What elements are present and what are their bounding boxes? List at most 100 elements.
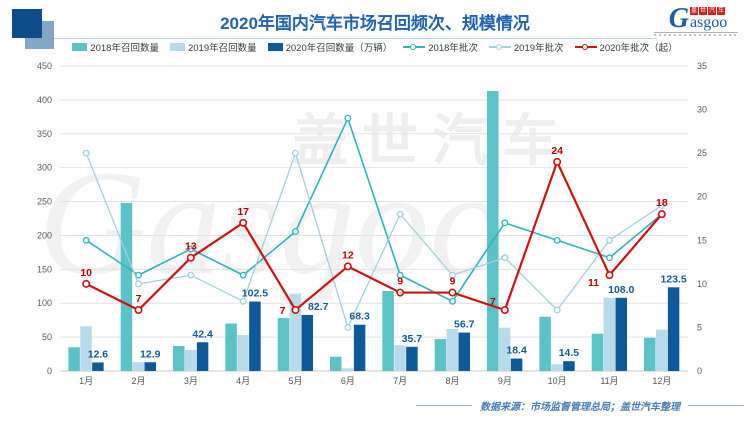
bar-2019年召回数量-12月 <box>655 329 668 371</box>
x-axis-tick-label: 4月 <box>236 376 250 386</box>
x-axis-tick-label: 10月 <box>548 376 567 386</box>
title-underline <box>53 38 657 39</box>
marker-2019年批次-5月 <box>292 149 299 157</box>
marker-2020年批次（起）-5月 <box>291 305 300 314</box>
left-axis-tick-label: 450 <box>37 61 52 71</box>
left-axis-tick-label: 300 <box>37 163 52 173</box>
bar-value-label: 102.5 <box>242 288 268 300</box>
marker-2018年批次-6月 <box>344 114 352 122</box>
bar-2018年召回数量-10月 <box>539 316 551 371</box>
right-axis-tick-label: 25 <box>697 148 707 158</box>
line-swatch-icon <box>488 43 511 52</box>
footer-rule-left <box>416 405 472 406</box>
x-axis-tick-label: 9月 <box>498 376 512 386</box>
x-axis-tick-label: 3月 <box>184 376 198 386</box>
gasgoo-logo-wordmark: asgoo <box>689 14 728 31</box>
marker-2020年批次（起）-6月 <box>343 262 352 271</box>
marker-2019年批次-4月 <box>239 297 247 305</box>
marker-2019年批次-10月 <box>553 306 561 314</box>
bar-2020年召回数量（万辆）-3月 <box>196 342 209 371</box>
bar-2019年召回数量-7月 <box>394 345 406 371</box>
line-swatch-icon <box>403 43 426 52</box>
line-value-label: 9 <box>397 276 403 288</box>
left-axis-tick-label: 250 <box>37 197 52 207</box>
marker-2020年批次（起）-8月 <box>448 288 457 297</box>
bar-value-label: 56.7 <box>454 319 475 331</box>
bar-value-label: 68.3 <box>349 311 370 323</box>
legend-label: 2019年批次 <box>513 43 564 54</box>
bar-2018年召回数量-11月 <box>591 333 604 371</box>
x-axis-tick-label: 2月 <box>131 376 145 386</box>
left-axis-tick-label: 0 <box>47 366 52 376</box>
watermark-cn: 盖世汽车 <box>292 109 572 172</box>
marker-2018年批次-11月 <box>606 254 613 262</box>
bar-2019年召回数量-9月 <box>498 327 511 371</box>
right-axis-tick-label: 20 <box>697 192 707 202</box>
x-axis-tick-label: 11月 <box>600 376 618 386</box>
legend-label: 2018年批次 <box>428 43 478 54</box>
line-value-label: 24 <box>551 145 563 157</box>
page-title: 2020年国内汽车市场召回频次、规模情况 <box>220 14 530 33</box>
left-axis-tick-label: 100 <box>37 298 52 308</box>
bar-2018年召回数量-12月 <box>644 337 656 371</box>
bar-2019年召回数量-1月 <box>80 326 92 371</box>
bar-2020年召回数量（万辆）-10月 <box>563 361 575 371</box>
marker-2018年批次-3月 <box>187 245 195 253</box>
x-axis-tick-label: 1月 <box>79 376 93 386</box>
marker-2019年批次-11月 <box>606 236 613 244</box>
bar-value-label: 123.5 <box>660 273 686 285</box>
right-axis-tick-label: 10 <box>697 279 707 289</box>
gasgoo-logo-g: G <box>668 3 689 34</box>
left-axis-tick-label: 150 <box>37 264 52 274</box>
marker-2020年批次（起）-1月 <box>82 279 91 288</box>
marker-2018年批次-5月 <box>292 228 299 236</box>
marker-2019年批次-9月 <box>501 254 509 262</box>
bar-2018年召回数量-8月 <box>434 339 447 371</box>
right-axis-tick-label: 5 <box>697 322 702 332</box>
x-axis-tick-label: 8月 <box>445 376 459 386</box>
line-value-label: 10 <box>80 267 92 279</box>
bar-2019年召回数量-8月 <box>446 328 459 371</box>
marker-2019年批次-8月 <box>449 271 456 279</box>
marker-2019年批次-1月 <box>82 149 90 157</box>
bar-2019年召回数量-11月 <box>603 297 616 371</box>
bar-2020年召回数量（万辆）-11月 <box>615 297 627 371</box>
gasgoo-logo: G 盖世汽车 asgoo <box>654 3 742 36</box>
bar-2019年召回数量-10月 <box>551 364 563 371</box>
line-value-label: 7 <box>280 305 286 317</box>
source-note: 数据来源：市场监督管理总局；盖世汽车整理 <box>416 398 744 413</box>
marker-2020年批次（起）-4月 <box>239 218 248 227</box>
legend-label: 2018年召回数量 <box>90 43 159 54</box>
gasgoo-logo-cn-char: 盖 <box>689 7 698 15</box>
bar-2018年召回数量-3月 <box>173 345 185 371</box>
marker-2019年批次-3月 <box>187 271 195 279</box>
bar-2018年召回数量-9月 <box>487 91 499 372</box>
x-axis-tick-label: 6月 <box>341 376 355 386</box>
right-axis-tick-label: 35 <box>697 61 707 71</box>
marker-2019年批次-6月 <box>344 323 352 331</box>
line-value-label: 13 <box>185 241 197 253</box>
marker-2019年批次-12月 <box>658 201 666 209</box>
bar-2019年召回数量-2月 <box>132 362 145 371</box>
line-value-label: 7 <box>490 296 496 308</box>
left-axis-tick-label: 50 <box>42 332 52 342</box>
marker-2018年批次-1月 <box>82 236 90 244</box>
marker-2018年批次-8月 <box>449 297 456 305</box>
marker-2020年批次（起）-7月 <box>396 288 405 297</box>
bar-2020年召回数量（万辆）-9月 <box>510 358 523 371</box>
bar-2020年召回数量（万辆）-12月 <box>667 287 680 371</box>
bar-2019年召回数量-6月 <box>341 368 354 371</box>
bar-2020年召回数量（万辆）-2月 <box>144 362 156 371</box>
bar-value-label: 12.9 <box>140 348 161 360</box>
bar-2018年召回数量-5月 <box>277 318 290 371</box>
marker-2020年批次（起）-12月 <box>657 210 666 219</box>
gasgoo-logo-cn-char: 汽 <box>707 7 716 15</box>
line-value-label: 18 <box>656 197 668 209</box>
line-value-label: 11 <box>588 277 599 289</box>
bar-value-label: 18.4 <box>506 345 527 357</box>
right-axis-tick-label: 15 <box>697 235 707 245</box>
marker-2020年批次（起）-9月 <box>500 305 509 314</box>
bar-value-label: 108.0 <box>608 284 634 296</box>
